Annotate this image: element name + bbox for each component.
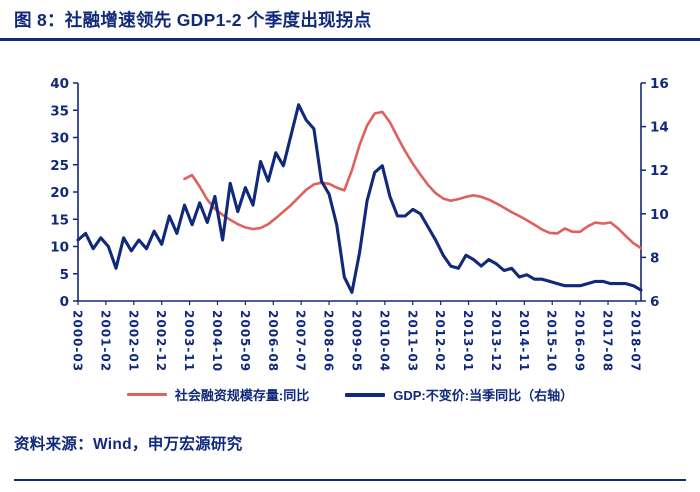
- left-axis-tick-label: 5: [60, 267, 69, 283]
- navy-line-swatch: [345, 392, 386, 397]
- right-axis-tick-label: 10: [650, 207, 669, 223]
- left-axis-tick-label: 25: [50, 158, 69, 174]
- gdp-line: [76, 103, 643, 294]
- x-axis-tick-label: 2002-12: [154, 310, 168, 372]
- x-axis-tick-label: 2016-09: [573, 310, 587, 372]
- right-axis-tick-label: 12: [650, 163, 669, 179]
- social-financing-line: [183, 110, 643, 250]
- figure-header: 图 8：社融增速领先 GDP1-2 个季度出现拐点: [0, 0, 700, 41]
- legend-label-social-financing: 社会融资规模存量:同比: [174, 388, 310, 403]
- legend-label-gdp: GDP:不变价:当季同比（右轴）: [393, 388, 574, 403]
- legend-item-gdp: GDP:不变价:当季同比（右轴）: [345, 385, 573, 404]
- x-axis-tick-label: 2001-02: [98, 310, 112, 372]
- x-axis-tick-label: 2013-01: [461, 310, 475, 372]
- red-line-swatch: [126, 392, 167, 397]
- left-axis-tick-label: 20: [50, 185, 69, 201]
- right-axis-tick-label: 8: [650, 250, 659, 266]
- chart-legend: 社会融资规模存量:同比 GDP:不变价:当季同比（右轴）: [0, 385, 700, 404]
- x-axis-tick-label: 2015-10: [545, 310, 559, 372]
- x-axis-tick-label: 2007-07: [294, 310, 308, 372]
- x-axis-tick-label: 2003-11: [182, 310, 196, 372]
- bottom-divider: [14, 478, 686, 481]
- left-axis-tick-label: 0: [60, 294, 69, 310]
- x-axis-tick-label: 2002-01: [126, 310, 140, 372]
- x-axis-tick-label: 2005-09: [238, 310, 252, 372]
- left-axis-tick-label: 40: [50, 76, 69, 92]
- x-axis-tick-label: 2009-05: [349, 310, 363, 372]
- left-axis-tick-label: 15: [50, 212, 69, 228]
- x-axis-tick-label: 2012-02: [433, 310, 447, 372]
- legend-item-social-financing: 社会融资规模存量:同比: [126, 385, 310, 404]
- x-axis-tick-label: 2010-04: [377, 310, 391, 372]
- x-axis-tick-label: 2018-07: [628, 310, 642, 372]
- right-axis-tick-label: 6: [650, 294, 659, 310]
- right-axis-tick-label: 14: [650, 120, 669, 136]
- source-text: 资料来源：Wind，申万宏源研究: [14, 436, 243, 453]
- x-axis-tick-label: 2017-08: [601, 310, 615, 372]
- x-axis-tick-label: 2014-11: [517, 310, 531, 372]
- figure-title: 图 8：社融增速领先 GDP1-2 个季度出现拐点: [14, 10, 372, 30]
- left-axis-tick-label: 30: [50, 131, 69, 147]
- figure-footer: 资料来源：Wind，申万宏源研究: [0, 432, 700, 454]
- line-chart: 0 5 10 15 20 25 30 35 40 6 8 10 12 14 16 2000-03 2001-02…: [50, 76, 669, 372]
- right-axis-tick-label: 16: [650, 76, 669, 92]
- x-axis-tick-label: 2011-03: [405, 310, 419, 372]
- x-axis-tick-label: 2006-08: [266, 310, 280, 372]
- left-axis-tick-label: 35: [50, 103, 69, 119]
- left-axis-tick-label: 10: [50, 240, 69, 256]
- x-axis-tick-label: 2000-03: [71, 310, 85, 372]
- x-axis-tick-label: 2004-10: [210, 310, 224, 372]
- x-axis-tick-label: 2013-12: [489, 310, 503, 372]
- x-axis-tick-label: 2008-06: [322, 310, 336, 372]
